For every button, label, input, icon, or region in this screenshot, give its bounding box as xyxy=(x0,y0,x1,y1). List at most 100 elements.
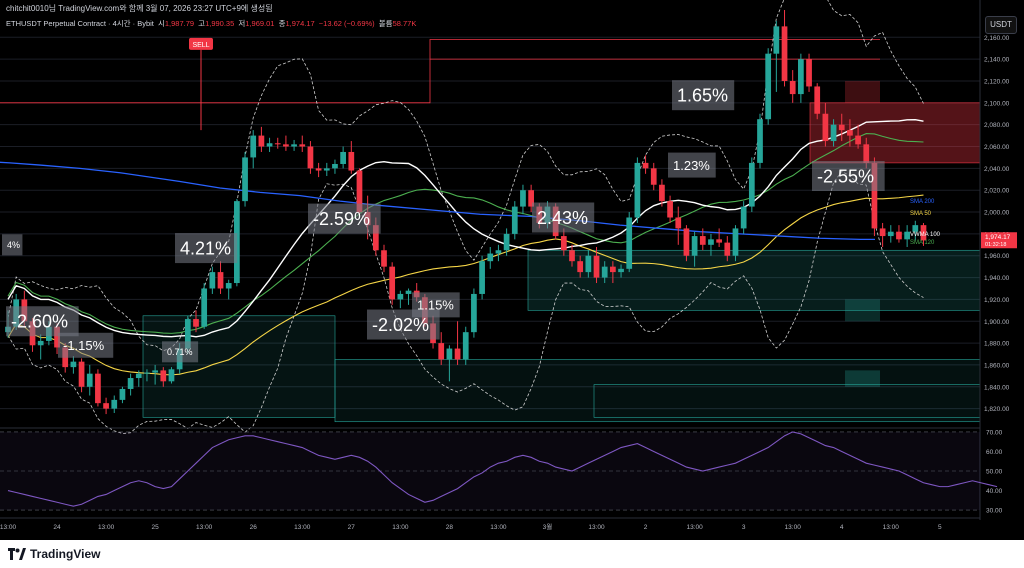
high-label: 고 xyxy=(198,19,206,28)
candle-body xyxy=(274,143,281,145)
percent-box-label: 4% xyxy=(7,240,20,250)
candle xyxy=(168,367,175,384)
candle-body xyxy=(650,168,657,185)
candle xyxy=(323,162,330,176)
candle-body xyxy=(626,217,633,269)
candle xyxy=(389,262,396,305)
candle-body xyxy=(446,348,453,360)
price-tick-label: 1,900.00 xyxy=(984,319,1010,326)
candle xyxy=(904,225,910,247)
time-tick-label: 13:00 xyxy=(294,524,311,531)
candle-body xyxy=(389,266,396,300)
candle-body xyxy=(144,372,150,374)
candle-body xyxy=(209,272,216,289)
candle-body xyxy=(618,268,624,273)
ma-legend-label: SMA 120 xyxy=(910,240,935,246)
candle-body xyxy=(70,361,77,368)
percent-box-label: 0.71% xyxy=(167,347,193,357)
candle xyxy=(446,345,453,382)
last-price-tag xyxy=(981,232,1017,249)
candle xyxy=(855,124,861,149)
candle-body xyxy=(168,369,175,382)
candle-body xyxy=(667,201,673,218)
percent-box-label: -2.02% xyxy=(372,315,429,335)
candle-body xyxy=(855,135,861,145)
sell-marker-badge xyxy=(189,37,213,50)
chart-panel[interactable]: chitchit0010님 TradingView.com와 함께 3월 07,… xyxy=(0,0,1024,540)
time-tick-label: 4 xyxy=(840,524,844,531)
percent-box-label: 1.23% xyxy=(673,158,710,173)
time-tick-label: 3 xyxy=(742,524,746,531)
candle-body xyxy=(789,80,796,95)
time-tick-label: 13:00 xyxy=(0,524,17,531)
price-tick-label: 2,160.00 xyxy=(984,35,1010,42)
candle-body xyxy=(462,332,469,360)
candle-body xyxy=(659,184,665,202)
candle-body xyxy=(806,59,812,87)
candle xyxy=(266,137,273,152)
candle xyxy=(315,162,322,178)
chart-svg[interactable]: -2.60% -1.15% 4.21% 0.71% -2.59% -2.02% 1.15% 2… xyxy=(0,0,1024,540)
candle-body xyxy=(879,228,886,237)
currency-badge[interactable]: USDT xyxy=(985,16,1017,34)
candle-body xyxy=(511,206,518,234)
percent-box-bg xyxy=(532,202,595,233)
bollinger-upper xyxy=(7,0,924,352)
sma-120-line xyxy=(7,133,924,334)
candle xyxy=(299,135,306,152)
candle xyxy=(822,102,829,147)
candle-body xyxy=(135,373,142,379)
sma-200-line xyxy=(0,161,875,240)
candle xyxy=(283,135,289,151)
candle xyxy=(111,395,118,413)
candle-body xyxy=(217,272,224,289)
last-price-countdown: 01:32:18 xyxy=(985,242,1006,248)
candle xyxy=(217,261,224,294)
candle xyxy=(667,195,673,223)
low-label: 저 xyxy=(238,19,246,28)
candle xyxy=(471,288,477,338)
candle-body xyxy=(904,231,910,240)
candle xyxy=(209,266,216,294)
percent-box-label: -2.60% xyxy=(11,312,68,332)
price-tick-label: 1,860.00 xyxy=(984,362,1010,369)
candle xyxy=(78,358,85,393)
candle-body xyxy=(593,255,600,278)
sell-marker-label: SELL xyxy=(192,42,209,49)
price-tick-label: 2,080.00 xyxy=(984,122,1010,129)
candle xyxy=(405,288,412,305)
candle-body xyxy=(724,242,731,256)
candle xyxy=(103,397,109,415)
resistance-zone-top xyxy=(845,80,880,103)
candle-body xyxy=(397,293,404,300)
candle xyxy=(291,139,297,151)
price-tick-label: 2,040.00 xyxy=(984,166,1010,173)
candle xyxy=(487,246,494,269)
tradingview-logo[interactable]: TradingView xyxy=(8,546,100,562)
percent-box-bg xyxy=(812,161,885,191)
candle xyxy=(683,225,690,262)
candle-body xyxy=(348,151,355,171)
candle xyxy=(225,279,232,300)
candle xyxy=(675,206,682,245)
percent-box-bg xyxy=(668,152,716,178)
percent-box-bg xyxy=(672,80,735,111)
candle-body xyxy=(871,162,878,229)
candle xyxy=(201,283,208,329)
candle-body xyxy=(471,293,477,333)
candle-body xyxy=(781,26,788,81)
candle-body xyxy=(95,373,101,404)
candle-body xyxy=(495,250,502,254)
percent-box-label: -2.59% xyxy=(313,209,370,229)
candle-body xyxy=(266,143,273,147)
candle xyxy=(520,184,526,215)
candle xyxy=(626,212,633,273)
candle-body xyxy=(520,190,526,207)
candle-body xyxy=(479,261,485,294)
candle xyxy=(250,130,257,169)
candle xyxy=(495,244,502,262)
rsi-tick-label: 70.00 xyxy=(986,429,1003,436)
candle-body xyxy=(242,157,248,202)
percent-box-label: -1.15% xyxy=(63,338,105,353)
footer: TradingView xyxy=(0,540,1024,568)
